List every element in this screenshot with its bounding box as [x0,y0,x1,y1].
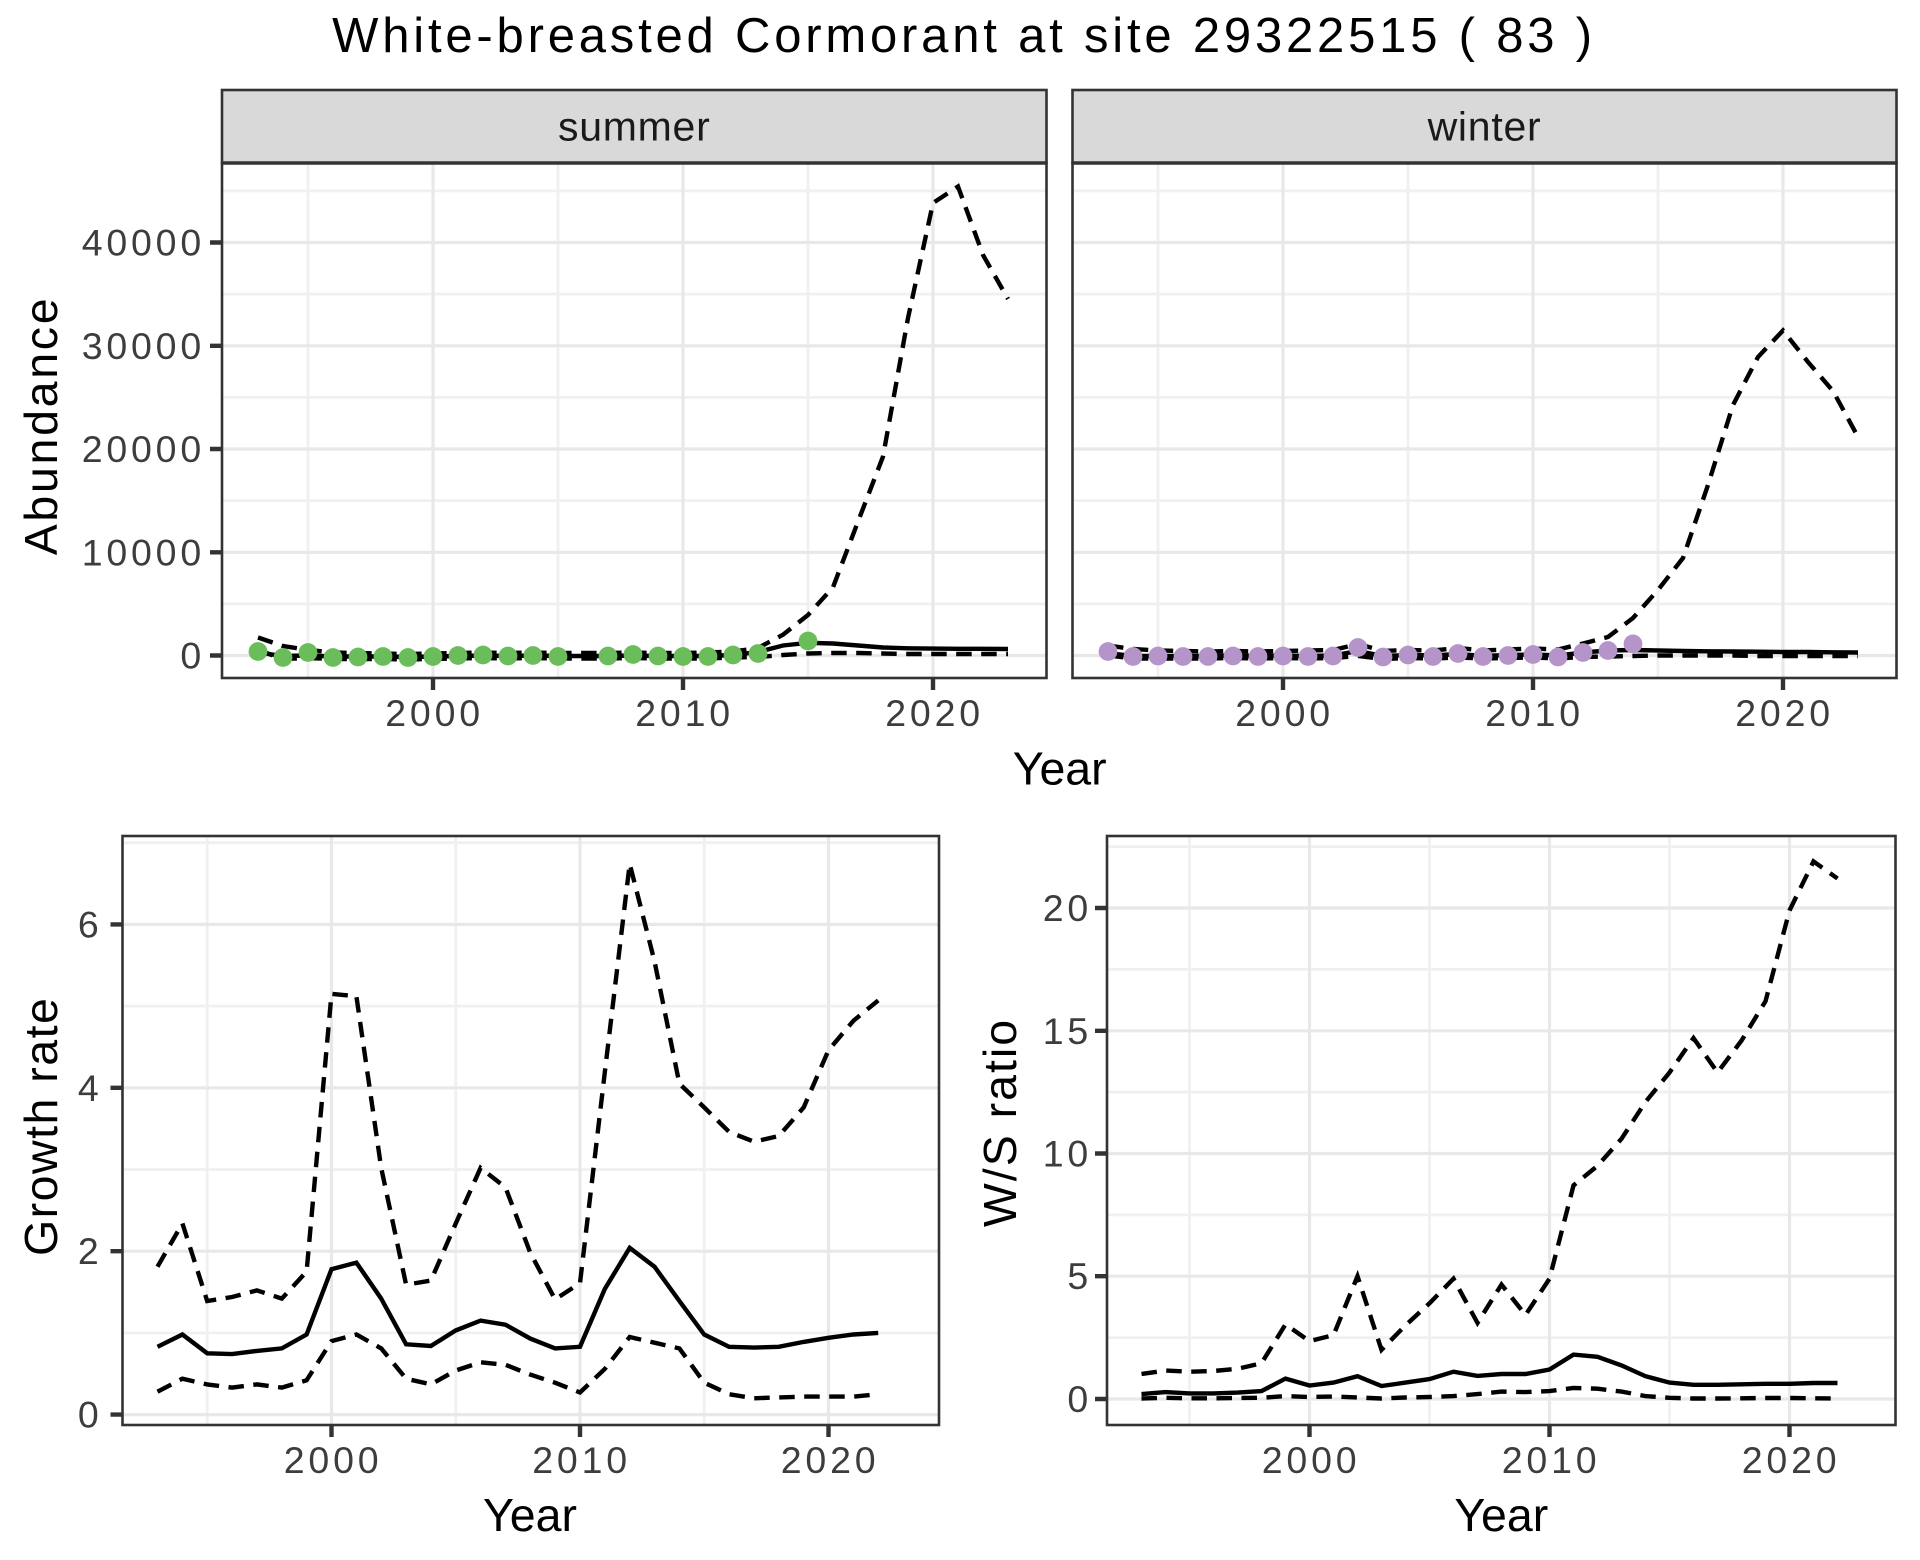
svg-text:2: 2 [78,1230,103,1272]
svg-text:Year: Year [1013,743,1107,795]
svg-text:2000: 2000 [1262,1439,1361,1481]
svg-text:20: 20 [1043,887,1092,929]
svg-text:winter: winter [1427,104,1542,150]
svg-text:0: 0 [1067,1378,1092,1420]
svg-text:2020: 2020 [1735,692,1834,734]
svg-text:40000: 40000 [82,222,205,264]
svg-text:0: 0 [180,635,205,677]
svg-text:White-breasted Cormorant at si: White-breasted Cormorant at site 2932251… [332,9,1596,63]
svg-text:2010: 2010 [1485,692,1584,734]
svg-text:2000: 2000 [1235,692,1334,734]
svg-text:Year: Year [1454,1489,1548,1541]
svg-text:W/S ratio: W/S ratio [974,1018,1026,1227]
svg-text:6: 6 [78,903,103,945]
svg-text:2010: 2010 [1502,1439,1601,1481]
svg-text:summer: summer [558,104,711,150]
svg-text:2020: 2020 [885,692,984,734]
svg-text:Growth rate: Growth rate [15,997,67,1256]
svg-text:20000: 20000 [82,428,205,470]
svg-text:2020: 2020 [781,1439,880,1481]
svg-text:Abundance: Abundance [15,296,67,556]
svg-text:5: 5 [1067,1255,1092,1297]
svg-text:2000: 2000 [385,692,484,734]
svg-text:2010: 2010 [635,692,734,734]
svg-text:15: 15 [1043,1010,1092,1052]
svg-text:10000: 10000 [82,531,205,573]
svg-text:4: 4 [78,1067,103,1109]
svg-text:2020: 2020 [1742,1439,1841,1481]
svg-text:Year: Year [483,1489,577,1541]
svg-text:30000: 30000 [82,325,205,367]
svg-text:2000: 2000 [284,1439,383,1481]
svg-text:2010: 2010 [532,1439,631,1481]
svg-text:10: 10 [1043,1133,1092,1175]
svg-text:0: 0 [78,1394,103,1436]
